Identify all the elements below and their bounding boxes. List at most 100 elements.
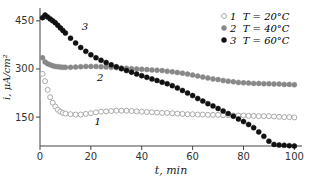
point <box>210 76 215 81</box>
point <box>221 78 226 83</box>
point <box>175 85 180 90</box>
point <box>144 75 149 80</box>
point <box>170 83 175 88</box>
plot-area <box>40 13 297 149</box>
point <box>272 82 277 87</box>
point <box>226 111 231 116</box>
point <box>292 144 297 149</box>
point <box>73 40 78 45</box>
point <box>63 65 68 70</box>
point <box>63 31 68 36</box>
point <box>226 79 231 84</box>
point <box>266 139 271 144</box>
point <box>185 72 190 77</box>
point <box>88 64 93 69</box>
point <box>205 112 210 117</box>
point <box>272 142 277 147</box>
point <box>195 112 200 117</box>
point <box>277 114 282 119</box>
point <box>83 49 88 54</box>
point <box>200 99 205 104</box>
point <box>114 65 119 70</box>
point <box>175 70 180 75</box>
point <box>149 110 154 115</box>
point <box>200 112 205 117</box>
point <box>216 112 221 117</box>
point <box>104 109 109 114</box>
point <box>180 88 185 93</box>
legend-entry: 3 T = 60°C <box>230 35 290 46</box>
point <box>40 71 45 76</box>
point <box>241 113 246 118</box>
x-tick <box>141 146 142 150</box>
point <box>241 119 246 124</box>
point <box>266 81 271 86</box>
x-axis <box>40 146 302 147</box>
point <box>45 87 50 92</box>
point <box>83 64 88 69</box>
point <box>170 69 175 74</box>
point <box>195 74 200 79</box>
point <box>282 115 287 120</box>
point <box>185 112 190 117</box>
point <box>231 79 236 84</box>
point <box>287 82 292 87</box>
point <box>251 125 256 130</box>
x-tick-label: 40 <box>135 151 148 162</box>
point <box>129 70 134 75</box>
point <box>205 75 210 80</box>
x-tick-label: 60 <box>186 151 199 162</box>
y-axis-label: i, μA/cm² <box>1 54 12 100</box>
point <box>78 45 83 50</box>
point <box>277 82 282 87</box>
point <box>48 95 53 100</box>
point <box>149 67 154 72</box>
point <box>231 114 236 119</box>
point <box>175 111 180 116</box>
point <box>155 68 160 73</box>
point <box>261 114 266 119</box>
series <box>40 71 297 120</box>
point <box>292 82 297 87</box>
point <box>119 66 124 71</box>
point <box>261 134 266 139</box>
point <box>261 81 266 86</box>
y-tick <box>36 20 40 21</box>
point <box>109 109 114 114</box>
y-tick-label: 450 <box>15 15 34 26</box>
x-tick <box>90 146 91 150</box>
point <box>155 78 160 83</box>
point <box>241 80 246 85</box>
point <box>160 80 165 85</box>
point <box>78 112 83 117</box>
x-tick <box>40 146 41 150</box>
point <box>83 111 88 116</box>
point <box>287 115 292 120</box>
y-tick-label: 300 <box>15 63 34 74</box>
point <box>190 73 195 78</box>
point <box>109 62 114 67</box>
point <box>68 36 73 41</box>
point <box>282 82 287 87</box>
point <box>256 81 261 86</box>
point <box>124 108 129 113</box>
point <box>149 76 154 81</box>
point <box>256 129 261 134</box>
point <box>73 65 78 70</box>
point <box>236 117 241 122</box>
point <box>190 112 195 117</box>
point <box>210 103 215 108</box>
point <box>180 71 185 76</box>
x-tick-label: 100 <box>285 151 304 162</box>
point <box>185 91 190 96</box>
y-tick-label: 150 <box>15 112 34 123</box>
y-tick <box>36 117 40 118</box>
point <box>124 68 129 73</box>
point <box>139 67 144 72</box>
point <box>160 68 165 73</box>
point <box>68 65 73 70</box>
point <box>287 143 292 148</box>
point <box>93 64 98 69</box>
point <box>88 111 93 116</box>
y-axis <box>40 8 41 146</box>
